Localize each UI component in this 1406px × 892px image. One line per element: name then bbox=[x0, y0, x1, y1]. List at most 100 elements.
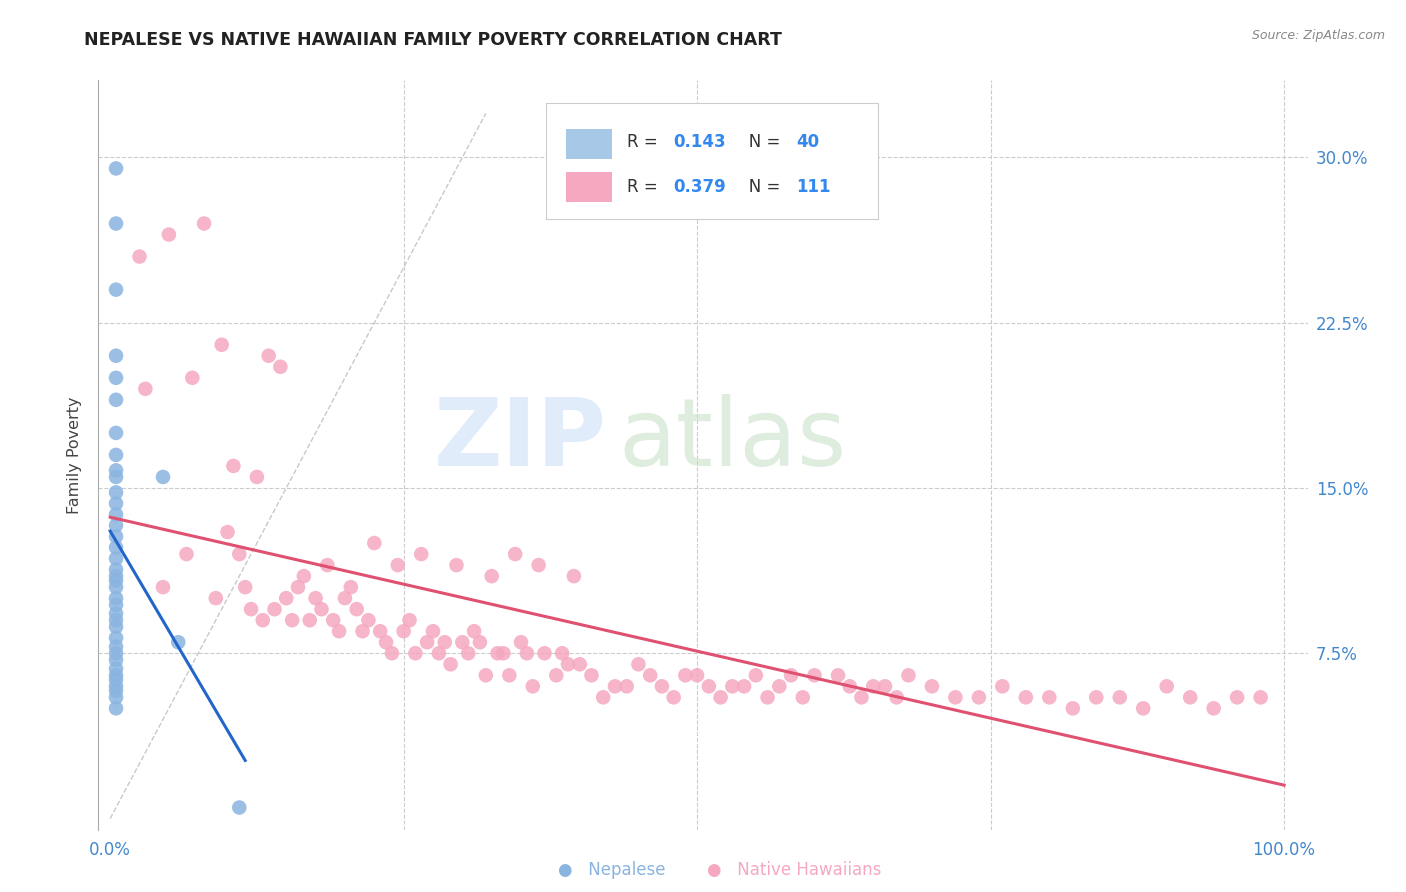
Point bbox=[803, 668, 825, 682]
Text: NEPALESE VS NATIVE HAWAIIAN FAMILY POVERTY CORRELATION CHART: NEPALESE VS NATIVE HAWAIIAN FAMILY POVER… bbox=[84, 31, 782, 49]
Point bbox=[873, 679, 896, 693]
Point bbox=[105, 673, 128, 687]
Point bbox=[176, 547, 198, 561]
Point bbox=[1108, 690, 1130, 705]
Point bbox=[193, 217, 215, 231]
Point bbox=[463, 624, 485, 639]
Point bbox=[167, 635, 190, 649]
Point bbox=[105, 668, 128, 682]
Point bbox=[287, 580, 309, 594]
Point bbox=[105, 690, 128, 705]
Point bbox=[105, 425, 128, 440]
Point bbox=[1226, 690, 1249, 705]
Point bbox=[105, 463, 128, 477]
Point bbox=[269, 359, 291, 374]
Point bbox=[756, 690, 779, 705]
Text: 0.143: 0.143 bbox=[672, 134, 725, 152]
Point bbox=[363, 536, 385, 550]
Point bbox=[991, 679, 1014, 693]
Point bbox=[745, 668, 768, 682]
Text: ●   Native Hawaiians: ● Native Hawaiians bbox=[707, 861, 882, 879]
Point bbox=[375, 635, 398, 649]
Point bbox=[222, 458, 245, 473]
FancyBboxPatch shape bbox=[567, 171, 613, 202]
Point bbox=[475, 668, 498, 682]
Point bbox=[346, 602, 368, 616]
Text: R =: R = bbox=[627, 134, 662, 152]
Point bbox=[252, 613, 274, 627]
FancyBboxPatch shape bbox=[546, 103, 879, 219]
Text: N =: N = bbox=[734, 134, 786, 152]
Text: Source: ZipAtlas.com: Source: ZipAtlas.com bbox=[1251, 29, 1385, 42]
Point bbox=[128, 250, 150, 264]
Point bbox=[527, 558, 550, 573]
Point bbox=[686, 668, 709, 682]
Point bbox=[568, 657, 591, 672]
Point bbox=[105, 485, 128, 500]
Point bbox=[105, 598, 128, 612]
Point bbox=[322, 613, 344, 627]
Point bbox=[240, 602, 263, 616]
Point bbox=[422, 624, 444, 639]
Point bbox=[105, 551, 128, 566]
Point bbox=[105, 591, 128, 606]
Point bbox=[897, 668, 920, 682]
Point bbox=[105, 371, 128, 385]
Point bbox=[157, 227, 180, 242]
Point bbox=[181, 371, 204, 385]
Point bbox=[105, 607, 128, 621]
Text: 0.379: 0.379 bbox=[672, 178, 725, 195]
Point bbox=[105, 653, 128, 667]
Point bbox=[105, 518, 128, 533]
Text: N =: N = bbox=[734, 178, 786, 195]
Point bbox=[276, 591, 298, 606]
Point bbox=[316, 558, 339, 573]
Point bbox=[562, 569, 585, 583]
Point bbox=[710, 690, 733, 705]
Point bbox=[228, 800, 250, 814]
Point bbox=[581, 668, 603, 682]
Point bbox=[510, 635, 533, 649]
Point bbox=[387, 558, 409, 573]
Point bbox=[105, 283, 128, 297]
Point bbox=[105, 496, 128, 510]
Point bbox=[152, 580, 174, 594]
Point bbox=[298, 613, 321, 627]
Point bbox=[457, 646, 479, 660]
Point bbox=[481, 569, 503, 583]
Point bbox=[1085, 690, 1108, 705]
Point bbox=[498, 668, 520, 682]
Point bbox=[533, 646, 555, 660]
Point bbox=[304, 591, 326, 606]
Point bbox=[105, 613, 128, 627]
Point bbox=[697, 679, 720, 693]
Point bbox=[352, 624, 374, 639]
Point bbox=[381, 646, 404, 660]
Point bbox=[851, 690, 873, 705]
Point bbox=[105, 679, 128, 693]
Point bbox=[967, 690, 990, 705]
Point bbox=[211, 337, 233, 351]
Point bbox=[105, 217, 128, 231]
Point bbox=[780, 668, 803, 682]
Point bbox=[627, 657, 650, 672]
FancyBboxPatch shape bbox=[567, 129, 613, 159]
Point bbox=[134, 382, 156, 396]
Point bbox=[638, 668, 661, 682]
Text: 111: 111 bbox=[796, 178, 831, 195]
Y-axis label: Family Poverty: Family Poverty bbox=[67, 396, 83, 514]
Point bbox=[257, 349, 280, 363]
Point bbox=[105, 631, 128, 645]
Text: ZIP: ZIP bbox=[433, 394, 606, 486]
Point bbox=[427, 646, 450, 660]
Point bbox=[404, 646, 426, 660]
Point bbox=[1250, 690, 1272, 705]
Point bbox=[228, 547, 250, 561]
Point bbox=[945, 690, 967, 705]
Point bbox=[204, 591, 226, 606]
Point bbox=[340, 580, 363, 594]
Point bbox=[433, 635, 456, 649]
Point bbox=[292, 569, 315, 583]
Point bbox=[768, 679, 790, 693]
Point bbox=[1038, 690, 1060, 705]
